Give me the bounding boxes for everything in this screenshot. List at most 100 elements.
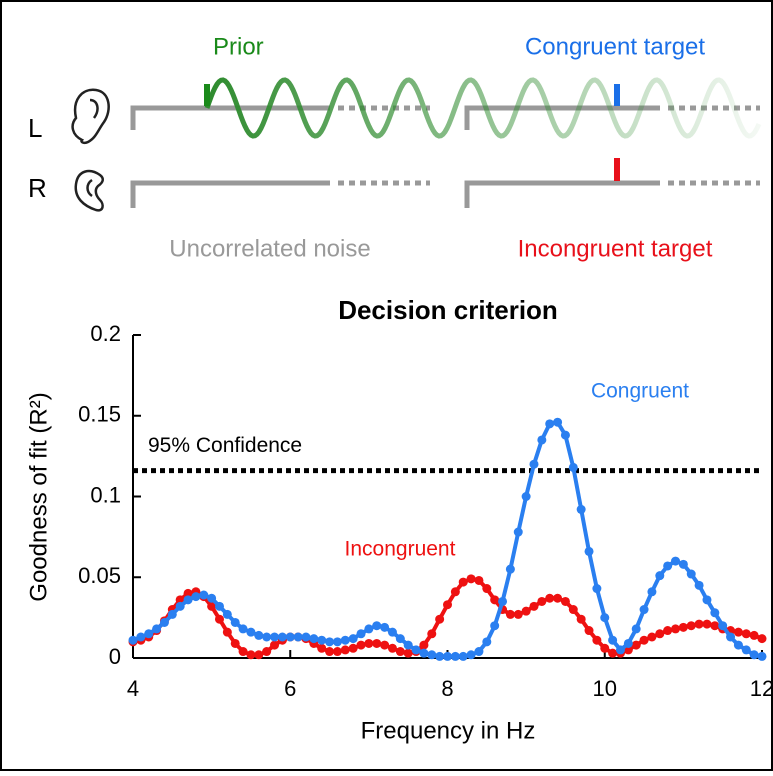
prior-label: Prior (213, 33, 264, 60)
data-point (427, 629, 437, 639)
data-point (372, 638, 382, 648)
data-point (222, 627, 232, 637)
congruent-target-label: Congruent target (525, 33, 705, 60)
data-point (270, 632, 280, 642)
data-point (600, 643, 610, 653)
y-tick-label: 0.15 (78, 402, 121, 427)
data-point (639, 605, 649, 615)
data-point (246, 627, 256, 637)
data-point (191, 592, 201, 602)
data-point (238, 647, 248, 657)
data-point (678, 622, 688, 632)
noise-line (130, 180, 330, 208)
data-point (325, 637, 335, 647)
data-point (749, 650, 759, 660)
data-point (584, 546, 594, 556)
y-tick-label: 0.2 (90, 321, 121, 346)
data-point (246, 650, 256, 660)
data-point (482, 584, 492, 594)
data-point (694, 580, 704, 590)
data-point (238, 624, 248, 634)
data-point (199, 590, 209, 600)
data-point (686, 569, 696, 579)
data-point (403, 640, 413, 650)
x-tick-label: 6 (284, 676, 296, 701)
data-point (167, 609, 177, 619)
data-point (466, 574, 476, 584)
data-point (458, 651, 468, 661)
x-tick-label: 8 (441, 676, 453, 701)
y-tick-label: 0.1 (90, 482, 121, 507)
data-point (222, 609, 232, 619)
x-tick-label: 4 (127, 676, 139, 701)
ear-left (71, 88, 110, 145)
data-point (647, 587, 657, 597)
data-point (671, 624, 681, 634)
data-point (317, 643, 327, 653)
noise-label: Uncorrelated noise (169, 235, 370, 262)
data-point (710, 621, 720, 631)
data-point (395, 647, 405, 657)
y-tick-label: 0.05 (78, 563, 121, 588)
data-point (395, 634, 405, 644)
data-point (568, 605, 578, 615)
data-point (584, 626, 594, 636)
data-point (474, 575, 484, 585)
chart-title: Decision criterion (338, 295, 558, 325)
data-point (553, 417, 563, 427)
data-point (301, 632, 311, 642)
data-point (144, 629, 154, 639)
noise-line (464, 180, 660, 208)
data-point (419, 648, 429, 658)
data-point (560, 596, 570, 606)
data-point (639, 635, 649, 645)
data-point (678, 559, 688, 569)
data-point (262, 632, 272, 642)
data-point (741, 645, 751, 655)
data-point (733, 640, 743, 650)
data-point (529, 459, 539, 469)
data-point (576, 614, 586, 624)
data-point (214, 614, 224, 624)
data-point (332, 647, 342, 657)
data-point (364, 638, 374, 648)
plot: 0 0.05 0.1 0.15 0.2 4 6 8 10 12 95% Confidence Inco… (78, 321, 773, 701)
data-point (718, 621, 728, 631)
data-point (364, 624, 374, 634)
data-point (387, 643, 397, 653)
x-tick-label: 10 (593, 676, 617, 701)
data-point (419, 640, 429, 650)
data-point (372, 621, 382, 631)
data-point (230, 617, 240, 627)
data-point (293, 632, 303, 642)
data-point (505, 564, 515, 574)
data-point (749, 630, 759, 640)
data-point (159, 617, 169, 627)
data-point (608, 635, 618, 645)
data-point (325, 647, 335, 657)
data-point (498, 596, 508, 606)
data-point (254, 650, 264, 660)
data-point (356, 629, 366, 639)
data-point (482, 637, 492, 647)
data-point (608, 648, 618, 658)
data-point (545, 419, 555, 429)
data-point (340, 645, 350, 655)
data-point (710, 608, 720, 618)
data-point (285, 632, 295, 642)
data-point (545, 593, 555, 603)
confidence-label: 95% Confidence (148, 434, 302, 457)
data-point (513, 609, 523, 619)
data-point (757, 634, 767, 644)
x-axis-label: Frequency in Hz (361, 717, 536, 744)
data-point (380, 640, 390, 650)
data-point (733, 627, 743, 637)
data-point (270, 640, 280, 650)
data-point (214, 601, 224, 611)
data-point (671, 556, 681, 566)
x-tick-label: 12 (750, 676, 773, 701)
data-point (537, 596, 547, 606)
incongruent-target-label: Incongruent target (518, 235, 713, 262)
data-point (466, 650, 476, 660)
